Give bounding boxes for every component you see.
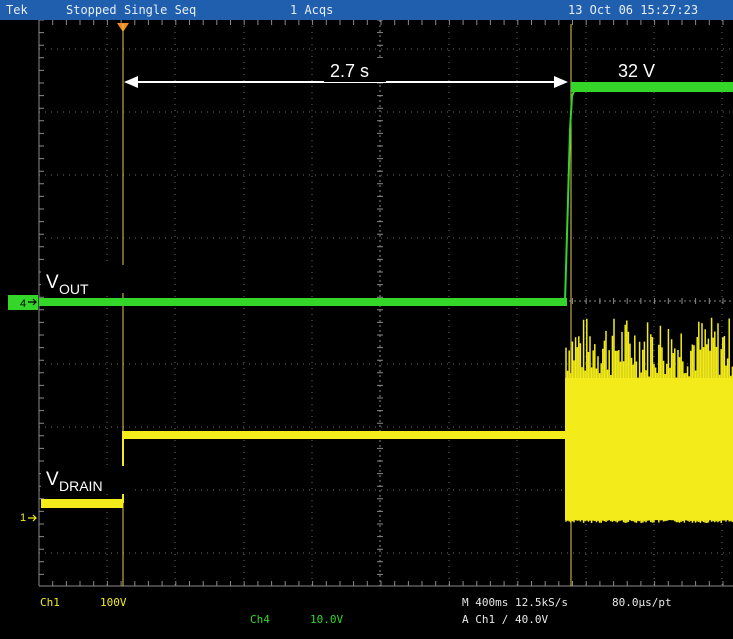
ch1-low-segment: [41, 499, 123, 508]
status-bar: Tek Stopped Single Seq 1 Acqs 13 Oct 06 …: [0, 0, 733, 20]
ch4-scale: 10.0V: [310, 613, 344, 626]
ch1-noise-block: [565, 378, 733, 520]
ch4-high-segment: [571, 82, 733, 92]
ch1-mid-segment: [123, 431, 565, 439]
scope-display: 4 1 2.7 s 32 V V OUT V DRAIN: [8, 20, 733, 587]
ch1-ground-marker: 1: [20, 512, 37, 524]
vdrain-label: V DRAIN: [41, 466, 133, 494]
svg-text:OUT: OUT: [59, 281, 89, 297]
vout-label: V OUT: [41, 265, 133, 297]
ch1-label: Ch1: [40, 596, 60, 609]
timestamp: 13 Oct 06 15:27:23: [568, 3, 699, 17]
ch4-rising-edge: [564, 86, 577, 303]
svg-text:4: 4: [20, 298, 26, 310]
run-state: Stopped: [66, 3, 117, 17]
interval-label: 2.7 s: [330, 61, 369, 81]
voltage-label: 32 V: [618, 61, 655, 81]
settings-readout: Ch1 100V Ch4 10.0V M 400ms 12.5kS/s 80.0…: [0, 592, 733, 639]
svg-text:V: V: [46, 469, 59, 490]
acq-count: 1 Acqs: [290, 3, 334, 17]
ch4-low-segment: [39, 298, 567, 306]
brand-label: Tek: [6, 3, 28, 17]
svg-text:V: V: [46, 272, 59, 293]
ch1-trace: [41, 317, 733, 523]
sample-interval: 80.0µs/pt: [612, 596, 672, 609]
svg-text:1: 1: [20, 512, 26, 524]
svg-text:DRAIN: DRAIN: [59, 478, 103, 494]
ch4-ground-marker: 4: [8, 295, 38, 310]
ch1-scale: 100V: [100, 596, 127, 609]
acq-mode: Single Seq: [124, 3, 197, 17]
trigger-readout: A Ch1 ∕ 40.0V: [462, 613, 549, 626]
ch4-trace: [39, 82, 733, 306]
ch4-label: Ch4: [250, 613, 270, 626]
ch1-noise-spikes: [565, 317, 733, 523]
timebase-readout: M 400ms 12.5kS/s: [462, 596, 568, 609]
